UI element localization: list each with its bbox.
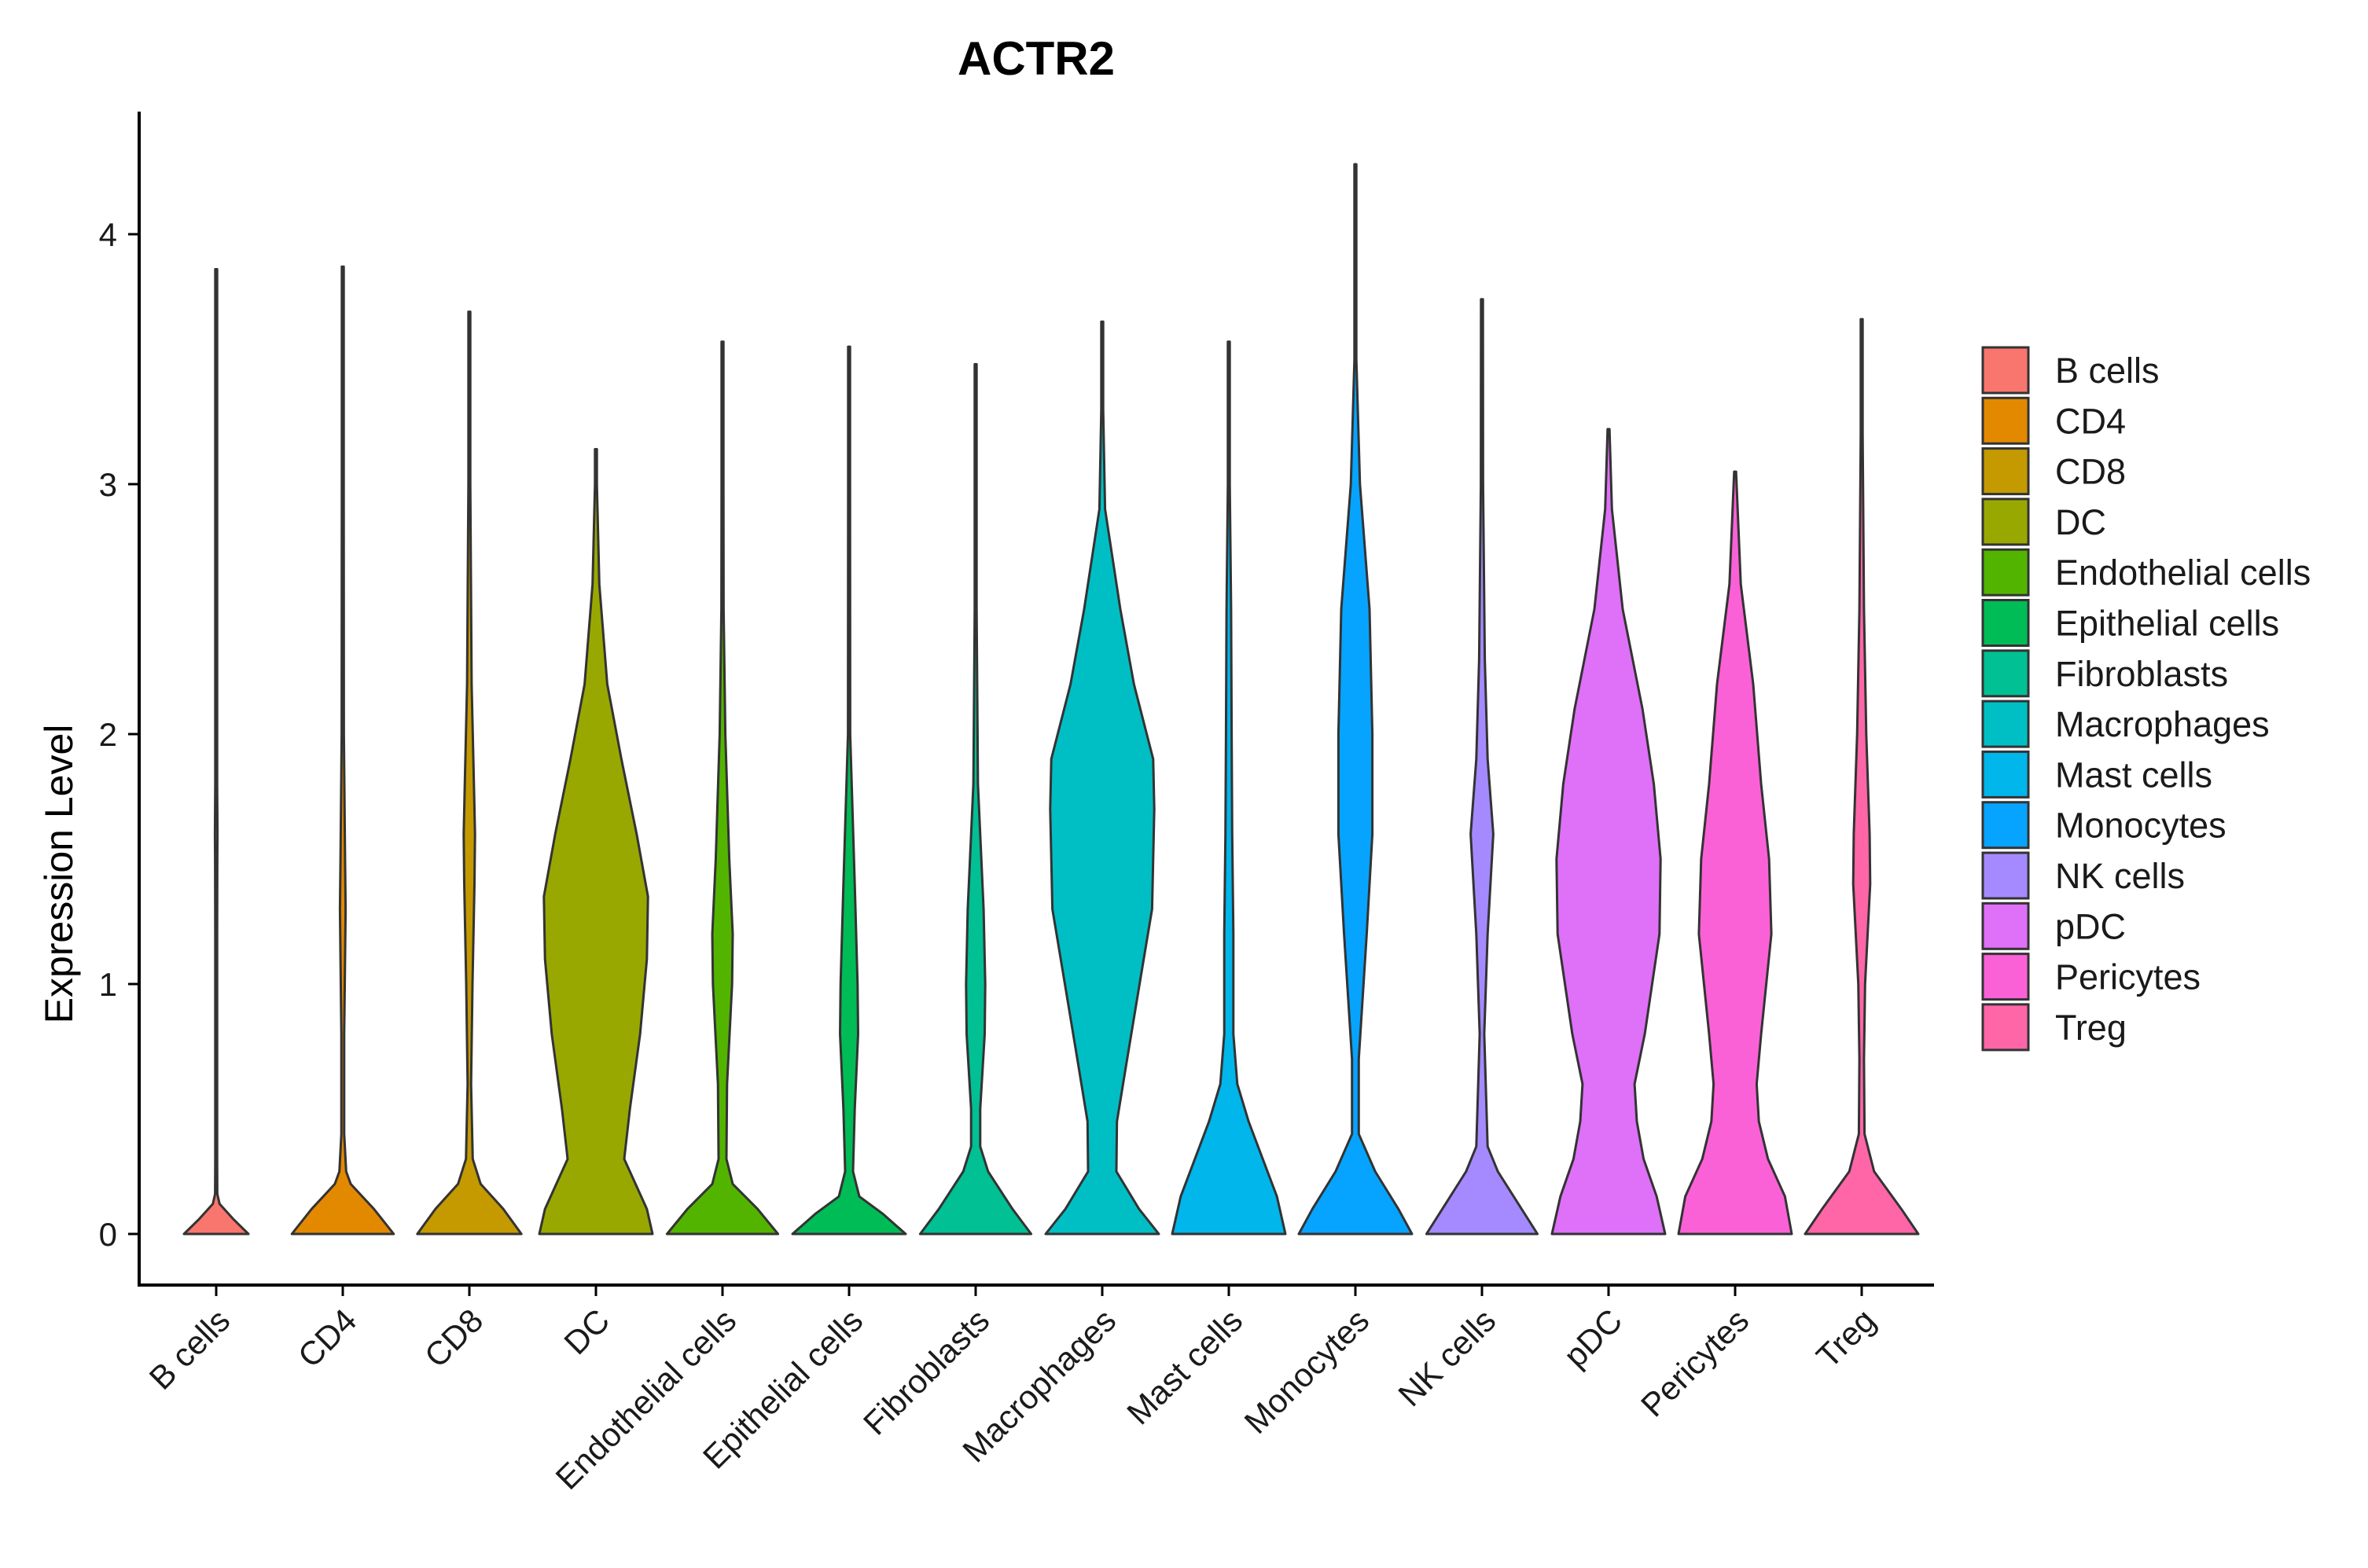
y-tick-label: 2 <box>99 716 117 753</box>
violin-b-cells <box>182 268 250 1236</box>
x-tick-label-nk-cells: NK cells <box>1391 1302 1502 1413</box>
legend-key-endothelial-cells <box>1981 548 2030 597</box>
x-tick-label-pericytes: Pericytes <box>1634 1302 1756 1423</box>
legend-key-epithelial-cells <box>1981 599 2030 647</box>
violin-treg <box>1804 318 1920 1236</box>
legend-key-mast-cells <box>1981 750 2030 799</box>
legend-key-pdc <box>1981 902 2030 950</box>
legend-key-treg <box>1981 1003 2030 1052</box>
violin-dc <box>538 448 654 1236</box>
violin-nk-cells <box>1425 298 1539 1236</box>
violin-pdc <box>1550 428 1667 1236</box>
legend-label-macrophages: Macrophages <box>2055 704 2270 744</box>
x-tick-label-monocytes: Monocytes <box>1237 1302 1377 1441</box>
legend-label-monocytes: Monocytes <box>2055 806 2226 846</box>
x-tick-label-cd8: CD8 <box>417 1302 491 1375</box>
legend-key-monocytes <box>1981 801 2030 850</box>
violin-cd4 <box>290 265 395 1236</box>
y-tick-label: 4 <box>99 216 117 253</box>
x-tick-label-treg: Treg <box>1809 1302 1882 1375</box>
violin-endothelial-cells <box>665 340 780 1236</box>
violin-cd8 <box>416 310 523 1236</box>
legend-label-epithelial-cells: Epithelial cells <box>2055 604 2279 644</box>
legend: B cells CD4 CD8 DC Endothelial cells Epitheli… <box>1981 346 2311 1052</box>
violin-pericytes <box>1677 470 1793 1236</box>
legend-label-cd8: CD8 <box>2055 452 2126 492</box>
x-tick-label-dc: DC <box>557 1302 616 1361</box>
violin-macrophages <box>1044 320 1160 1236</box>
legend-label-pdc: pDC <box>2055 906 2126 946</box>
violin-epithelial-cells <box>791 345 907 1236</box>
legend-label-endothelial-cells: Endothelial cells <box>2055 553 2311 593</box>
legend-label-nk-cells: NK cells <box>2055 856 2185 896</box>
x-tick-label-b-cells: B cells <box>142 1302 237 1397</box>
legend-label-fibroblasts: Fibroblasts <box>2055 654 2228 694</box>
legend-label-dc: DC <box>2055 502 2106 542</box>
violin-mast-cells <box>1171 340 1287 1236</box>
chart-title: ACTR2 <box>958 32 1115 85</box>
legend-key-nk-cells <box>1981 851 2030 900</box>
y-tick-label: 1 <box>99 966 117 1003</box>
violin-monocytes <box>1297 163 1414 1236</box>
legend-key-pericytes <box>1981 953 2030 1001</box>
x-tick-label-mast-cells: Mast cells <box>1120 1302 1249 1431</box>
legend-key-dc <box>1981 498 2030 546</box>
x-tick-label-fibroblasts: Fibroblasts <box>856 1302 996 1441</box>
legend-key-macrophages <box>1981 700 2030 748</box>
legend-key-cd4 <box>1981 396 2030 445</box>
legend-key-b-cells <box>1981 346 2030 395</box>
legend-key-cd8 <box>1981 447 2030 496</box>
x-tick-label-pdc: pDC <box>1557 1302 1630 1375</box>
y-tick-label: 3 <box>99 466 117 503</box>
legend-label-mast-cells: Mast cells <box>2055 755 2212 795</box>
legend-label-b-cells: B cells <box>2055 351 2160 391</box>
legend-key-fibroblasts <box>1981 649 2030 698</box>
legend-label-cd4: CD4 <box>2055 401 2126 441</box>
y-tick-label: 0 <box>99 1216 117 1253</box>
y-axis-title: Expression Level <box>37 725 81 1024</box>
violin-fibroblasts <box>918 362 1033 1236</box>
legend-label-pericytes: Pericytes <box>2055 957 2201 997</box>
violins-group <box>182 163 1920 1236</box>
x-tick-label-cd4: CD4 <box>291 1302 364 1375</box>
legend-label-treg: Treg <box>2055 1008 2127 1048</box>
